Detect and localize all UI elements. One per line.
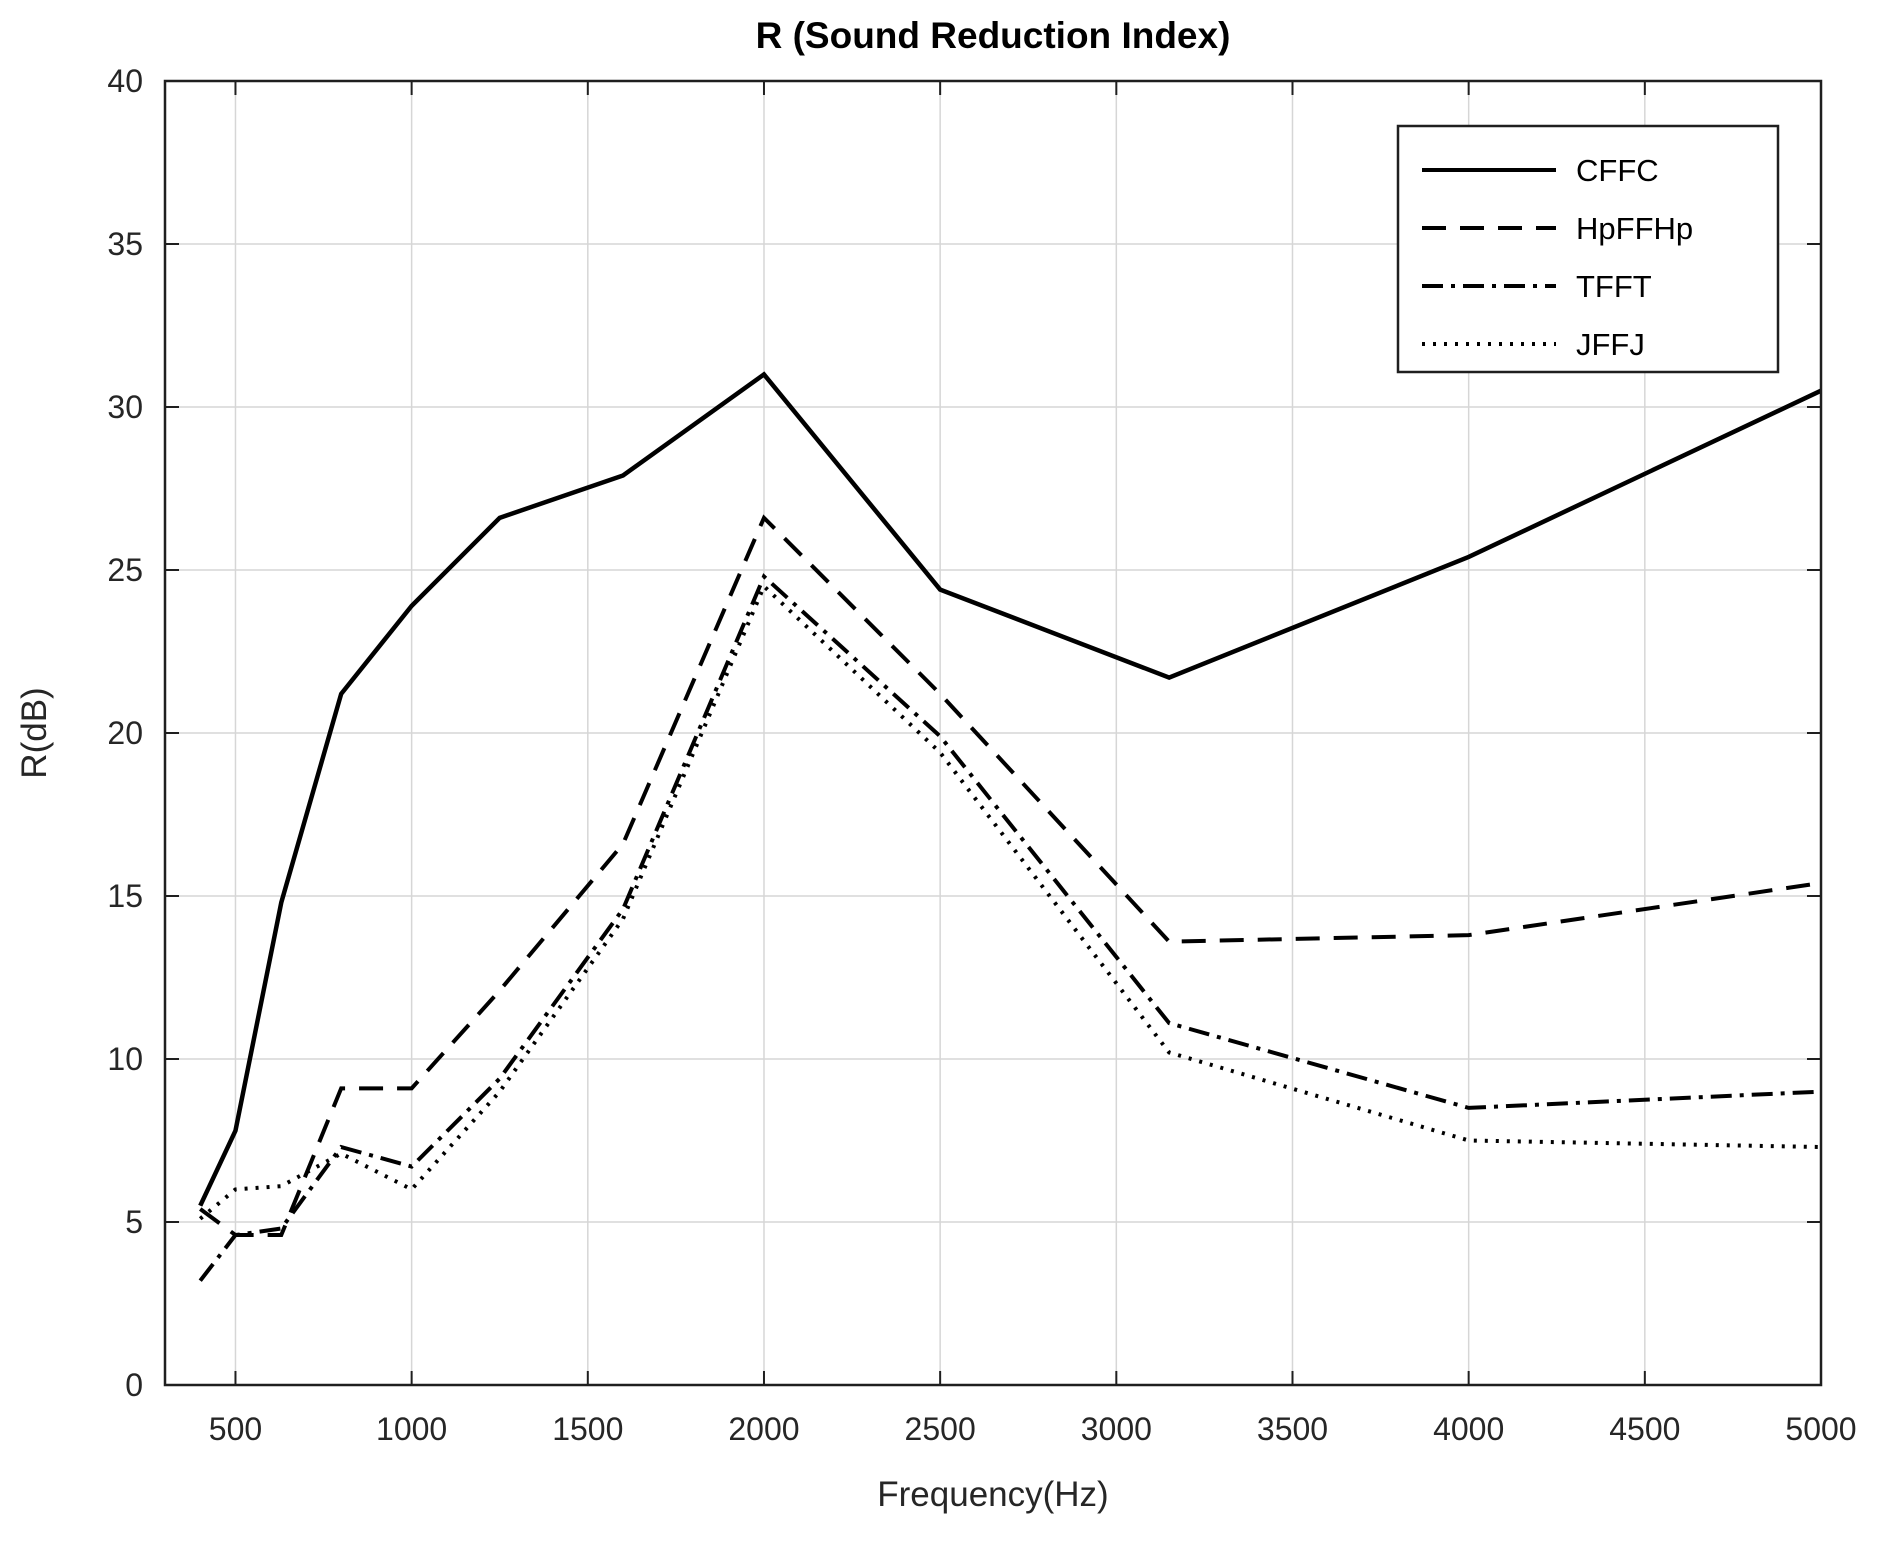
chart-title: R (Sound Reduction Index) bbox=[756, 15, 1231, 56]
legend-label-cffc: CFFC bbox=[1576, 153, 1659, 188]
series-line-tfft bbox=[198, 573, 1822, 1282]
x-tick-label: 1500 bbox=[552, 1411, 623, 1447]
y-tick-label: 40 bbox=[107, 63, 143, 99]
y-tick-label: 5 bbox=[125, 1204, 143, 1240]
x-tick-label: 3500 bbox=[1257, 1411, 1328, 1447]
data-series bbox=[198, 371, 1822, 1282]
series-line-jffj bbox=[198, 582, 1822, 1221]
legend-label-tfft: TFFT bbox=[1576, 269, 1652, 304]
x-tick-label: 4500 bbox=[1609, 1411, 1680, 1447]
y-tick-label: 0 bbox=[125, 1367, 143, 1403]
x-tick-label: 2500 bbox=[905, 1411, 976, 1447]
legend-item-hpffhp: HpFFHp bbox=[1422, 211, 1693, 246]
y-tick-label: 10 bbox=[107, 1041, 143, 1077]
series-line-cffc bbox=[198, 371, 1822, 1207]
x-tick-label: 4000 bbox=[1433, 1411, 1504, 1447]
y-tick-label: 15 bbox=[107, 878, 143, 914]
gridlines bbox=[165, 81, 1822, 1385]
x-tick-label: 1000 bbox=[376, 1411, 447, 1447]
y-axis-label: R(dB) bbox=[15, 687, 54, 778]
y-tick-label: 30 bbox=[107, 389, 143, 425]
legend-box bbox=[1396, 124, 1780, 374]
x-tick-label: 2000 bbox=[728, 1411, 799, 1447]
legend-label-jffj: JFFJ bbox=[1576, 327, 1645, 362]
legend: CFFC HpFFHp TFFT JFFJ bbox=[1396, 124, 1780, 374]
plot-border bbox=[163, 79, 1823, 1387]
axis-tick-labels: 500 1000 1500 2000 2500 3000 3500 4000 4500 5000 0… bbox=[107, 63, 1856, 1447]
y-tick-label: 35 bbox=[107, 226, 143, 262]
y-tick-label: 25 bbox=[107, 552, 143, 588]
x-tick-label: 500 bbox=[209, 1411, 262, 1447]
legend-item-tfft: TFFT bbox=[1422, 269, 1652, 304]
x-tick-label: 3000 bbox=[1081, 1411, 1152, 1447]
legend-item-jffj: JFFJ bbox=[1422, 327, 1645, 362]
x-tick-label: 5000 bbox=[1785, 1411, 1856, 1447]
x-axis-label: Frequency(Hz) bbox=[877, 1475, 1108, 1514]
legend-item-cffc: CFFC bbox=[1422, 153, 1659, 188]
series-line-hpffhp bbox=[199, 514, 1822, 1238]
y-tick-label: 20 bbox=[107, 715, 143, 751]
legend-label-hpffhp: HpFFHp bbox=[1576, 211, 1693, 246]
